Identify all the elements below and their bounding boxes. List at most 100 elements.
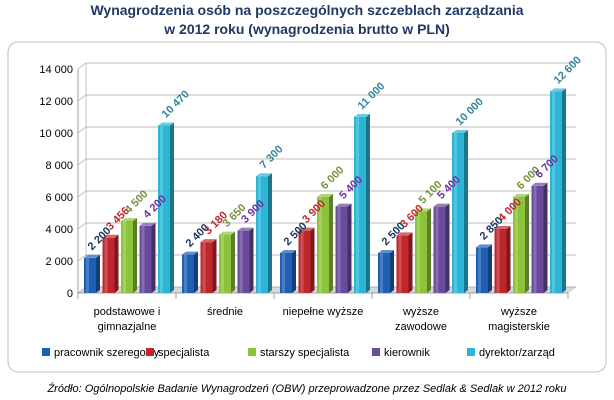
- bar-side: [390, 250, 394, 293]
- bar-highlight: [141, 225, 145, 293]
- bar-highlight: [496, 229, 500, 293]
- bar-top: [158, 122, 174, 126]
- bar: [513, 194, 529, 293]
- bar-front: [415, 211, 427, 293]
- category-label: wyższe: [500, 306, 537, 318]
- bar-front: [237, 230, 250, 293]
- bar-top: [237, 227, 254, 231]
- bar-top: [433, 203, 450, 207]
- category-label: gimnazjalne: [98, 321, 157, 333]
- bar-front: [476, 247, 488, 293]
- bar: [531, 182, 548, 293]
- bar-front: [494, 229, 507, 293]
- bar-top: [531, 182, 548, 186]
- bar-top: [354, 114, 370, 117]
- chart-title-line1: Wynagrodzenia osób na poszczególnych szc…: [90, 2, 523, 18]
- legend-swatch: [248, 348, 256, 356]
- legend-swatch: [372, 348, 380, 356]
- bar-highlight: [337, 206, 341, 293]
- source-note: Źródło: Ogólnopolskie Badanie Wynagrodze…: [46, 382, 566, 395]
- bar-highlight: [319, 197, 322, 293]
- bar: [550, 88, 566, 294]
- bar: [317, 194, 333, 293]
- bar-top: [415, 208, 431, 212]
- bar: [433, 203, 450, 293]
- bar: [158, 122, 174, 293]
- bar-side: [151, 222, 156, 293]
- legend-label: starszy specjalista: [260, 347, 350, 359]
- bar-highlight: [533, 185, 537, 293]
- bar-side: [292, 250, 296, 293]
- legend-swatch: [467, 348, 475, 356]
- legend-label: dyrektor/zarząd: [479, 347, 555, 359]
- bar-highlight: [184, 254, 187, 293]
- bar: [378, 250, 394, 293]
- bar-side: [249, 227, 254, 293]
- bar: [396, 232, 413, 293]
- bar-top: [182, 251, 198, 255]
- bar-side: [212, 239, 217, 293]
- y-tick-label: 12 000: [39, 96, 73, 108]
- bar-front: [182, 254, 194, 293]
- bar: [415, 208, 431, 293]
- category-label: podstawowe i: [94, 306, 161, 318]
- legend-entry: kierownik: [372, 347, 430, 359]
- bar-front: [121, 221, 133, 293]
- category-label: wyższe: [402, 306, 439, 318]
- bar-side: [506, 226, 511, 293]
- bar-front: [256, 176, 268, 293]
- bar-top: [200, 239, 217, 243]
- bar-side: [347, 203, 352, 293]
- bar-front: [378, 253, 390, 293]
- bar: [452, 130, 468, 293]
- bar-front: [396, 235, 409, 293]
- bar-side: [445, 203, 450, 293]
- bar-top: [219, 231, 235, 235]
- bar-highlight: [86, 257, 89, 293]
- y-tick-label: 2 000: [45, 256, 73, 268]
- bar-highlight: [515, 197, 518, 293]
- bar-highlight: [552, 91, 555, 294]
- bar-front: [280, 253, 292, 293]
- bar-side: [170, 122, 174, 293]
- bars: [84, 88, 566, 294]
- bar-highlight: [356, 117, 359, 293]
- bar-highlight: [478, 247, 481, 293]
- bar-top: [476, 244, 492, 248]
- legend-entry: dyrektor/zarząd: [467, 347, 555, 359]
- bar-top: [121, 218, 137, 221]
- bar-top: [550, 88, 566, 92]
- bar-side: [133, 218, 137, 293]
- bar-side: [427, 208, 431, 293]
- bar-highlight: [454, 133, 457, 293]
- bar-highlight: [160, 125, 163, 293]
- bar-side: [488, 244, 492, 293]
- bar: [139, 222, 156, 293]
- bar: [121, 218, 137, 293]
- bar: [335, 203, 352, 293]
- bar-side: [525, 194, 529, 293]
- bar-side: [562, 88, 566, 294]
- bar: [102, 234, 119, 293]
- bar: [237, 227, 254, 293]
- bar-side: [464, 130, 468, 293]
- category-label: zawodowe: [395, 321, 447, 333]
- bar: [182, 251, 198, 293]
- y-tick-label: 0: [67, 288, 73, 300]
- bar-front: [335, 206, 348, 293]
- y-tick-label: 8 000: [45, 160, 73, 172]
- legend-entry: starszy specjalista: [248, 347, 350, 359]
- bar-side: [96, 254, 100, 293]
- bar-highlight: [221, 234, 224, 293]
- y-tick-label: 6 000: [45, 192, 73, 204]
- bar-top: [513, 194, 529, 197]
- bar-highlight: [104, 237, 108, 293]
- bar-side: [114, 234, 119, 293]
- bar-top: [280, 250, 296, 253]
- bar: [494, 226, 511, 293]
- bar-front: [550, 91, 562, 294]
- bar-side: [329, 194, 333, 293]
- bar-highlight: [258, 176, 261, 293]
- bar: [298, 227, 315, 293]
